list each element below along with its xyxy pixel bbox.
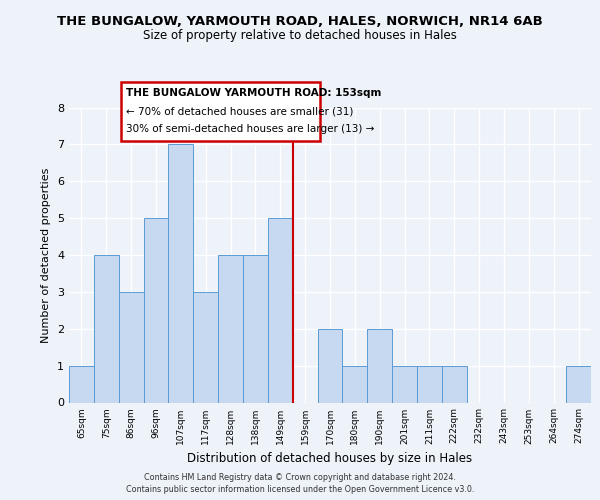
- Text: Size of property relative to detached houses in Hales: Size of property relative to detached ho…: [143, 29, 457, 42]
- Bar: [169, 144, 193, 402]
- Bar: [343, 366, 367, 403]
- Text: THE BUNGALOW YARMOUTH ROAD: 153sqm: THE BUNGALOW YARMOUTH ROAD: 153sqm: [126, 88, 382, 99]
- Text: 30% of semi-detached houses are larger (13) →: 30% of semi-detached houses are larger (…: [126, 124, 374, 134]
- Y-axis label: Number of detached properties: Number of detached properties: [41, 168, 52, 342]
- FancyBboxPatch shape: [121, 82, 320, 142]
- Bar: [193, 292, 218, 403]
- Bar: [268, 218, 293, 402]
- Text: ← 70% of detached houses are smaller (31): ← 70% of detached houses are smaller (31…: [126, 106, 353, 116]
- Bar: [566, 366, 591, 403]
- Text: Contains HM Land Registry data © Crown copyright and database right 2024.
Contai: Contains HM Land Registry data © Crown c…: [126, 472, 474, 494]
- Bar: [243, 255, 268, 402]
- Bar: [94, 255, 119, 402]
- Bar: [119, 292, 143, 403]
- Bar: [392, 366, 417, 403]
- Bar: [143, 218, 169, 402]
- Bar: [69, 366, 94, 403]
- Bar: [218, 255, 243, 402]
- Bar: [417, 366, 442, 403]
- Bar: [367, 329, 392, 402]
- Bar: [317, 329, 343, 402]
- Bar: [442, 366, 467, 403]
- Text: THE BUNGALOW, YARMOUTH ROAD, HALES, NORWICH, NR14 6AB: THE BUNGALOW, YARMOUTH ROAD, HALES, NORW…: [57, 15, 543, 28]
- X-axis label: Distribution of detached houses by size in Hales: Distribution of detached houses by size …: [187, 452, 473, 465]
